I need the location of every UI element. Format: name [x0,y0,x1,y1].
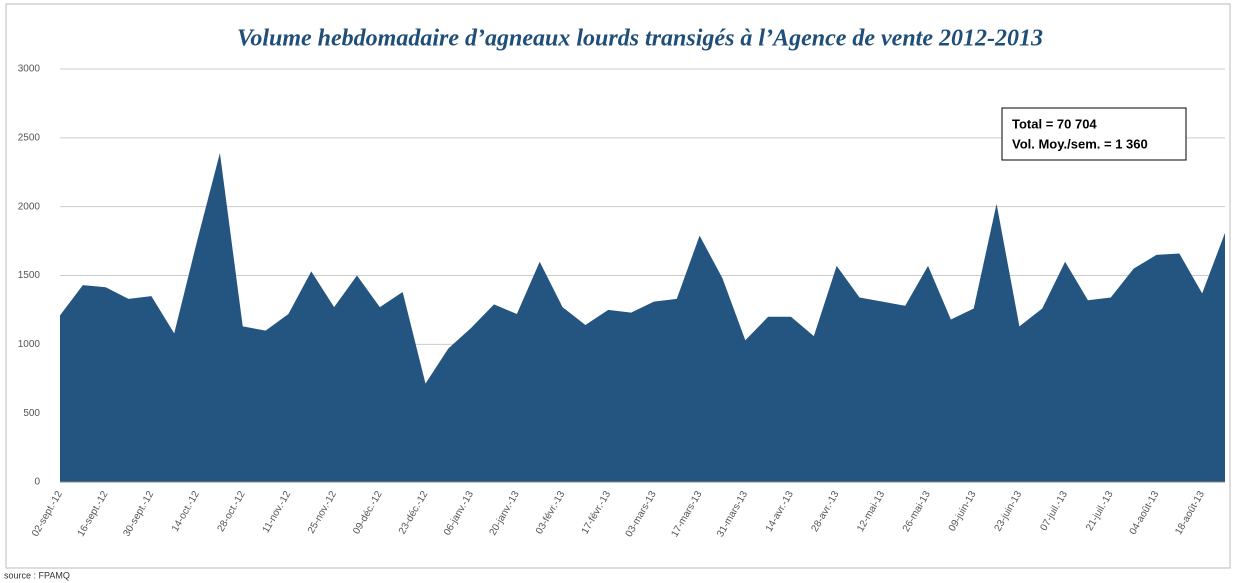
area [60,152,1225,482]
chart-title: Volume hebdomadaire d’agneaux lourds tra… [237,26,1043,52]
annotation-box [1001,107,1187,161]
source: source : FPAMQ [4,570,70,580]
y-tick-label: 3000 [18,64,41,75]
y-tick-label: 0 [34,477,40,488]
y-tick-label: 500 [23,408,40,419]
annotation: Total = 70 704 [1012,116,1097,131]
y-tick-label: 1500 [18,270,41,281]
annotation: Vol. Moy./sem. = 1 360 [1012,136,1148,151]
y-tick-label: 2500 [18,132,41,143]
y-tick-label: 1000 [18,339,41,350]
y-tick-label: 2000 [18,201,41,212]
